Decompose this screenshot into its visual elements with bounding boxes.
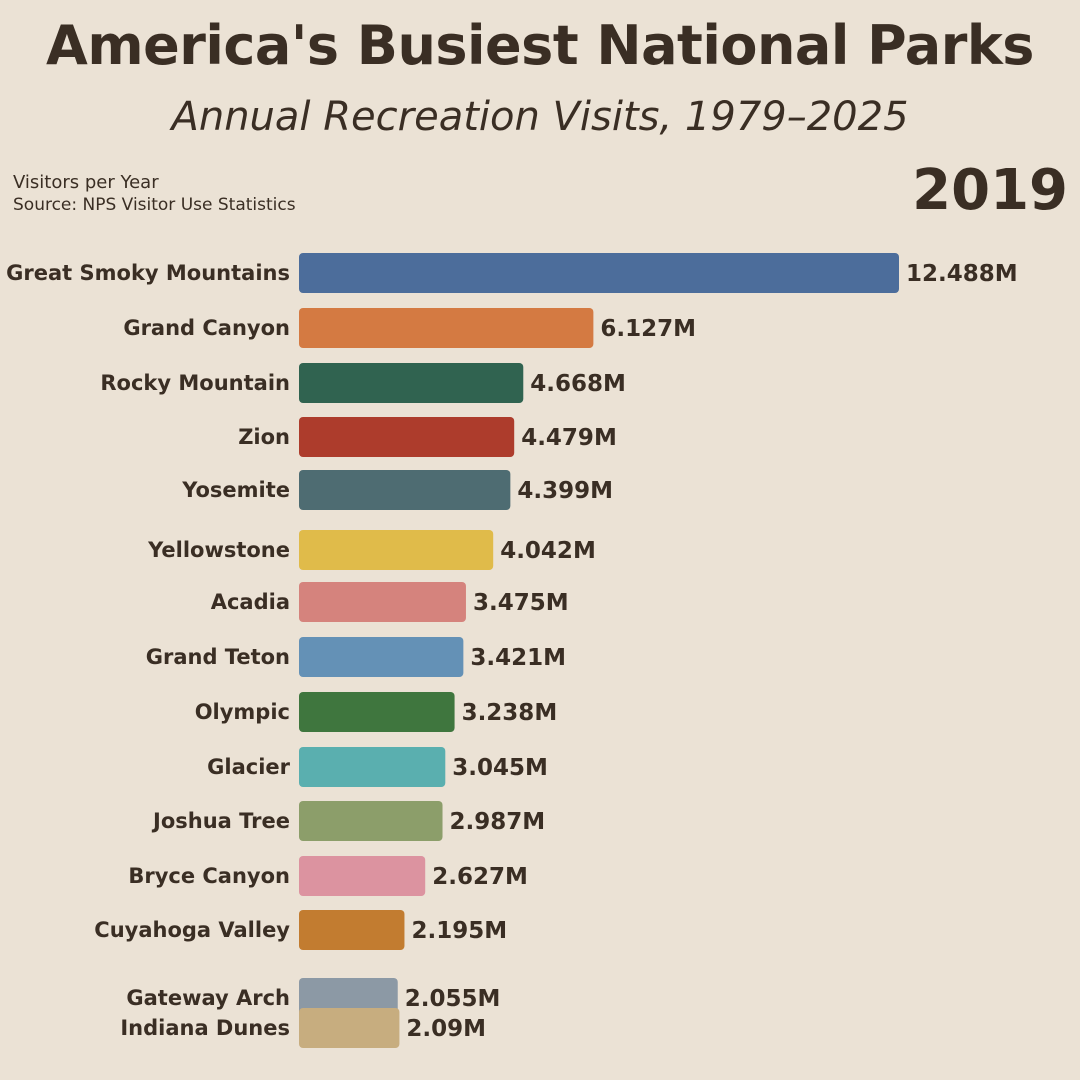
chart-title: America's Busiest National Parks [46,14,1034,77]
chart-subtitle: Annual Recreation Visits, 1979–2025 [171,94,909,140]
value-label: 4.042M [500,538,596,564]
bar-zion [299,417,515,457]
bar-joshua-tree [299,801,443,841]
value-label: 3.475M [473,590,569,616]
category-label: Joshua Tree [151,809,290,833]
bar-bryce-canyon [299,856,426,896]
value-label: 4.399M [517,478,613,504]
category-label: Cuyahoga Valley [94,918,290,942]
category-label: Indiana Dunes [120,1016,290,1040]
category-label: Bryce Canyon [128,864,290,888]
value-label: 4.479M [521,425,617,451]
bar-olympic [299,692,455,732]
category-label: Zion [238,425,290,449]
bar-yellowstone [299,530,494,570]
bar-grand-canyon [299,308,594,348]
category-label: Great Smoky Mountains [6,261,290,285]
category-label: Gateway Arch [126,986,290,1010]
value-label: 3.238M [462,700,558,726]
bar-glacier [299,747,446,787]
category-label: Olympic [195,700,290,724]
value-label: 2.055M [405,986,501,1012]
category-label: Grand Teton [146,645,290,669]
axis-label: Visitors per Year [13,172,159,193]
bar-grand-teton [299,637,464,677]
category-label: Yosemite [181,478,290,502]
bar-acadia [299,582,466,622]
category-label: Acadia [211,590,290,614]
category-label: Grand Canyon [123,316,290,340]
category-label: Glacier [207,755,290,779]
year-indicator: 2019 [912,158,1068,223]
category-label: Yellowstone [147,538,290,562]
bar-cuyahoga-valley [299,910,405,950]
bar-rocky-mountain [299,363,524,403]
value-label: 6.127M [600,316,696,342]
bar-indiana-dunes [299,1008,400,1048]
source-note: Source: NPS Visitor Use Statistics [13,195,296,215]
value-label: 3.045M [452,755,548,781]
value-label: 2.627M [432,864,528,890]
value-label: 2.195M [411,918,507,944]
value-label: 12.488M [906,261,1018,287]
value-label: 2.09M [406,1016,486,1042]
category-label: Rocky Mountain [100,371,290,395]
bar-yosemite [299,470,511,510]
value-label: 4.668M [530,371,626,397]
value-label: 2.987M [450,809,546,835]
value-label: 3.421M [470,645,566,671]
bar-great-smoky-mountains [299,253,899,293]
